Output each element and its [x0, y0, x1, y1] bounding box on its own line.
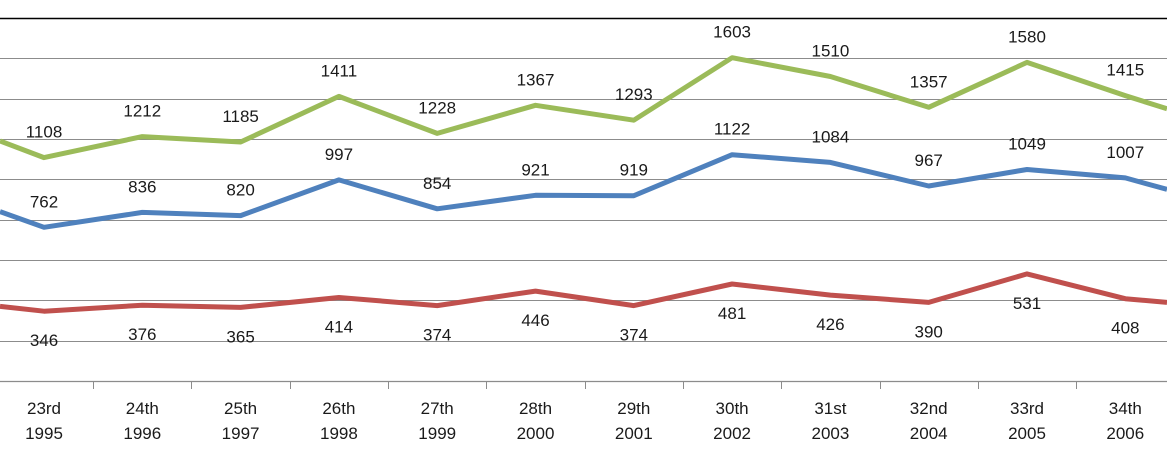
data-label: 919 [620, 161, 648, 180]
data-label: 967 [915, 151, 943, 170]
x-tick-label: 27th 1999 [418, 399, 456, 443]
data-label: 997 [325, 145, 353, 164]
data-label: 762 [30, 192, 58, 211]
x-tick-label: 31st 2003 [811, 399, 849, 443]
x-tick-label: 24th 1996 [123, 399, 161, 443]
data-label: 1212 [123, 102, 161, 121]
data-label: 1122 [714, 120, 751, 139]
data-label: 1411 [321, 61, 358, 80]
data-label: 1603 [713, 23, 751, 42]
x-tick-label: 32nd 2004 [910, 399, 948, 443]
series-lines [0, 55, 1167, 314]
data-label: 1367 [517, 70, 555, 89]
data-label: 1357 [910, 72, 948, 91]
series-line-3 [0, 271, 1167, 314]
x-tick-label: 23rd 1995 [25, 399, 63, 443]
data-label: 854 [423, 174, 451, 193]
data-label: 374 [620, 326, 648, 345]
x-tick-label: 30th 2002 [713, 399, 751, 443]
data-label: 1185 [222, 107, 259, 126]
data-label: 921 [521, 160, 549, 179]
data-label: 1293 [615, 85, 653, 104]
gridlines [0, 17, 1167, 342]
data-labels: 1108 1212 1185 1411 1228 1367 1293 1603 1510 1357… [26, 23, 1144, 350]
data-label: 1510 [811, 41, 849, 60]
data-label: 1007 [1106, 143, 1144, 162]
series-line-1 [0, 55, 1167, 161]
data-label: 390 [915, 322, 943, 341]
data-label: 836 [128, 177, 156, 196]
data-label: 346 [30, 331, 58, 350]
data-label: 1415 [1106, 61, 1144, 80]
x-tick-labels: 23rd 1995 24th 1996 25th 1997 26th 1998 27th 1999… [25, 399, 1144, 443]
data-label: 1084 [811, 127, 849, 146]
data-label: 820 [226, 181, 254, 200]
data-label: 531 [1013, 294, 1041, 313]
x-tick-label: 34th 2006 [1106, 399, 1144, 443]
data-label: 365 [226, 327, 254, 346]
data-label: 408 [1111, 319, 1139, 338]
data-label: 1108 [26, 123, 63, 142]
data-label: 1228 [418, 98, 456, 117]
data-label: 1049 [1008, 134, 1046, 153]
data-label: 414 [325, 318, 353, 337]
data-label: 376 [128, 325, 156, 344]
data-label: 1580 [1008, 27, 1046, 46]
data-label: 426 [816, 315, 844, 334]
series-line-2 [0, 152, 1167, 230]
x-tick-label: 33rd 2005 [1008, 399, 1046, 443]
x-tick-label: 25th 1997 [222, 399, 260, 443]
data-label: 374 [423, 326, 451, 345]
data-label: 446 [521, 311, 549, 330]
x-axis [0, 380, 1167, 389]
x-tick-label: 26th 1998 [320, 399, 358, 443]
x-tick-label: 29th 2001 [615, 399, 653, 443]
data-label: 481 [718, 304, 746, 323]
x-tick-label: 28th 2000 [517, 399, 555, 443]
